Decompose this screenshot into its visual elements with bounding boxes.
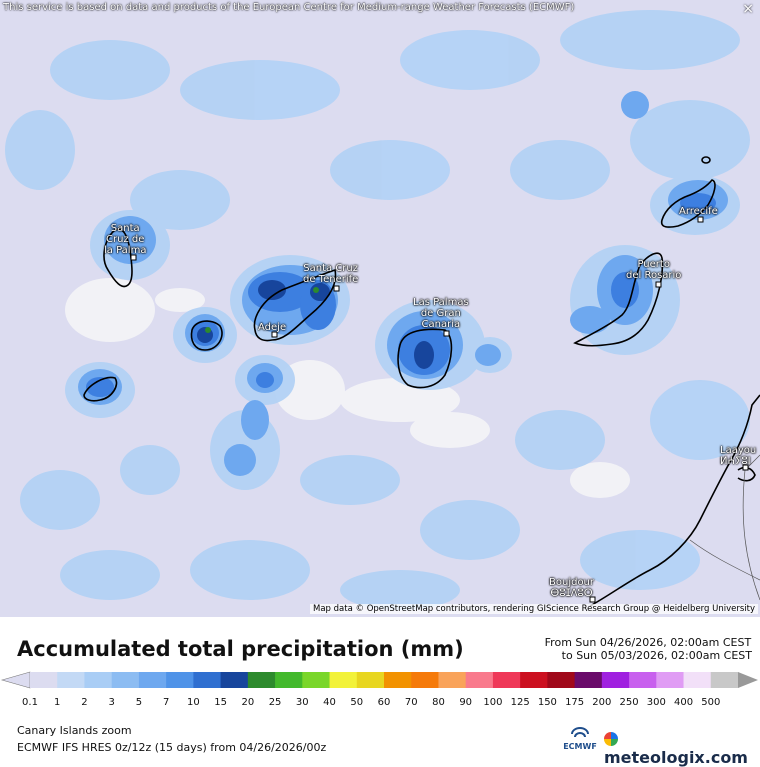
colorbar-swatch [247,672,276,688]
colorbar-swatch [30,672,58,688]
colorbar-swatch [683,672,712,688]
city-label-puerto-del-rosario: Puerto del Rosario [626,259,682,281]
colorbar-tick-label: 10 [187,697,200,708]
colorbar-swatch [275,672,303,688]
model-label: ECMWF IFS HRES 0z/12z (15 days) from 04/… [17,741,327,754]
colorbar-swatch [710,672,739,688]
colorbar-tick-label: 5 [135,697,143,708]
colorbar-swatch [302,672,331,688]
ecmwf-logo-text: ECMWF [563,742,597,751]
colorbar-swatch [601,672,630,688]
colorbar-tick-label: 90 [459,697,473,708]
colorbar-swatch [384,672,412,688]
colorbar-tick-label: 175 [565,697,585,708]
precip-green [205,287,319,333]
colorbar-tick-label: 7 [162,697,170,708]
coastlines [83,156,760,607]
colorbar-tick-label: 0.1 [22,697,38,708]
city-label-arrecife: Arrecife [679,206,718,217]
region-label: Canary Islands zoom [17,724,132,737]
city-markers [130,216,749,603]
colorbar-tick-label: 100 [483,697,503,708]
city-label-santa-cruz-de-tenerife: Santa Cruz de Tenerife [303,263,359,285]
map-canvas [0,0,760,617]
colorbar-tick-label: 500 [701,697,721,708]
colorbar-swatch [574,672,603,688]
colorbar-swatch [111,672,140,688]
city-label-adeje: Adeje [258,322,287,333]
time-range: From Sun 04/26/2026, 02:00am CEST to Sun… [545,636,752,662]
colorbar-tick-label: 30 [295,697,309,708]
colorbar-tick-label: 150 [537,697,557,708]
colorbar-swatch [547,672,576,688]
colorbar-swatch [656,672,685,688]
ecmwf-logo: ECMWF [560,727,600,751]
colorbar-swatch [438,672,467,688]
colorbar-tick-label: 50 [350,697,364,708]
colorbar-swatch [138,672,167,688]
colorbar-tick-label: 125 [510,697,530,708]
colorbar-swatch [465,672,494,688]
meteologix-brand-text: meteologix.com [604,748,748,767]
city-label-las-palmas: Las Palmas de Gran Canaria [413,297,469,330]
precipitation-map[interactable]: This service is based on data and produc… [0,0,760,617]
colorbar-swatch [166,672,194,688]
close-notice-button[interactable]: × [742,1,754,17]
ecmwf-notice: This service is based on data and produc… [3,2,575,13]
colorbar-swatch [57,672,85,688]
colorbar-tick-label: 80 [432,697,445,708]
colorbar-swatch [220,672,249,688]
colorbar-left-arrow [0,671,31,689]
colorbar-tick-label: 60 [377,697,391,708]
colorbar-tick-label: 15 [214,697,227,708]
map-credit: Map data © OpenStreetMap contributors, r… [310,604,758,614]
colorbar-tick-label: 70 [404,697,418,708]
colorbar-tick-label: 200 [592,697,612,708]
colorbar-swatch [520,672,548,688]
colorbar-swatch [411,672,439,688]
meteologix-brand[interactable]: meteologix.com [604,729,760,767]
colorbar [0,670,760,690]
meteologix-logo-icon [604,732,618,746]
colorbar-tick-label: 40 [323,697,336,708]
city-label-laayoune: Laayou ⵍⵄⵢⵓⵏ [720,445,757,467]
range-from: From Sun 04/26/2026, 02:00am CEST [544,636,752,649]
city-label-boujdour: Boujdour ⴱⵓⵊⴷⵓⵔ [549,577,595,599]
colorbar-tick-label: 400 [673,697,694,708]
colorbar-tick-label: 250 [619,697,639,708]
range-to: to Sun 05/03/2026, 02:00am CEST [561,649,752,662]
colorbar-swatch [329,672,358,688]
colorbar-tick-label: 300 [646,697,666,708]
colorbar-swatch [356,672,385,688]
colorbar-tick-label: 3 [108,697,115,708]
colorbar-swatch [492,672,521,688]
colorbar-swatch [629,672,657,688]
legend-title: Accumulated total precipitation (mm) [17,637,464,661]
colorbar-tick-label: 2 [81,697,88,708]
colorbar-swatch [84,672,113,688]
city-label-santa-cruz-de-la-palma: Santa Cruz de la Palma [104,223,147,256]
colorbar-tick-label: 25 [268,697,282,708]
colorbar-swatch [193,672,222,688]
ecmwf-logo-icon [571,727,589,738]
colorbar-ticks: 0.1 1 2 3 5 7 10 15 20 25 30 40 50 60 70 80 90 100 125 150 1… [0,697,760,711]
colorbar-tick-label: 20 [241,697,255,708]
colorbar-svg [0,671,758,689]
colorbar-right-arrow [738,672,758,688]
colorbar-tick-label: 1 [54,697,61,708]
